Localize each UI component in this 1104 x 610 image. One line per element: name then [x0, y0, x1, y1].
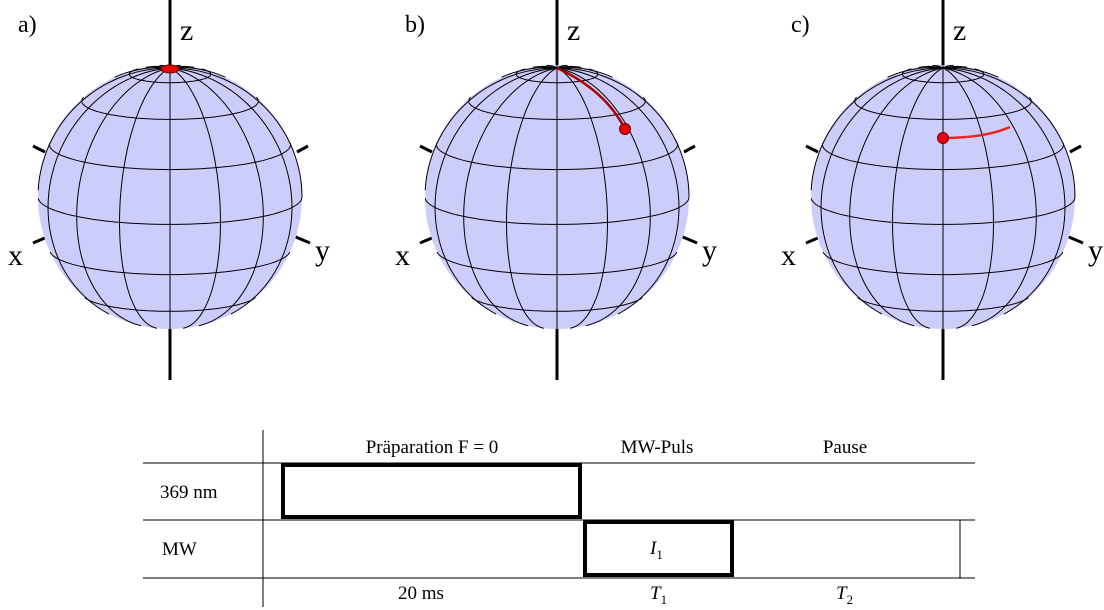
axis-tick — [420, 146, 432, 152]
axis-label: z — [180, 14, 193, 47]
axis-label: x — [395, 239, 410, 272]
footer-cell: T1 — [650, 583, 667, 607]
panel-label: b) — [405, 12, 425, 38]
axis-label: z — [953, 14, 966, 47]
axis-tick — [33, 146, 45, 152]
row-label: 369 nm — [160, 482, 218, 503]
axis-label: x — [781, 239, 796, 272]
footer-cell: T2 — [836, 583, 853, 607]
bloch-sphere: b) z x y — [395, 0, 717, 380]
time-subscript: 2 — [847, 592, 854, 607]
axis-label: x — [8, 239, 23, 272]
state-point — [620, 124, 631, 135]
time-subscript: 1 — [661, 592, 668, 607]
bloch-sphere: a) z x y — [8, 0, 330, 380]
footer-cell: 20 ms — [398, 583, 444, 604]
state-point — [938, 133, 949, 144]
axis-label: z — [567, 14, 580, 47]
axis-tick — [1070, 146, 1081, 152]
row-label: MW — [162, 539, 197, 560]
pulse-subscript: 1 — [656, 547, 663, 562]
header-cell: Pause — [823, 437, 867, 458]
state-point — [161, 65, 179, 73]
axis-tick — [297, 146, 308, 152]
axis-label: y — [1088, 234, 1103, 267]
laser-pulse — [283, 465, 580, 517]
header-cell: Präparation F = 0 — [366, 437, 499, 458]
panel-label: a) — [18, 12, 37, 38]
bloch-sphere: c) z x y — [781, 0, 1103, 380]
figure: a) z x y b) z x y c) z x y Präparation F = 0 MW-Pul… — [0, 0, 1104, 610]
axis-label: y — [702, 234, 717, 267]
axis-tick — [684, 146, 695, 152]
panel-label: c) — [791, 12, 810, 38]
pulse-label: I1 — [649, 538, 663, 562]
axis-tick — [806, 146, 818, 152]
axis-label: y — [315, 234, 330, 267]
header-cell: MW-Puls — [621, 437, 694, 458]
bloch-spheres: a) z x y b) z x y c) z x y — [8, 0, 1103, 380]
